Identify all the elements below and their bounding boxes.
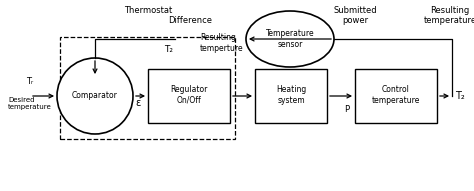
Text: Tᵣ: Tᵣ	[27, 77, 34, 86]
Circle shape	[57, 58, 133, 134]
Text: ε: ε	[135, 98, 141, 108]
Text: Desired
temperature: Desired temperature	[8, 96, 52, 109]
Text: Difference: Difference	[168, 16, 212, 25]
Text: Control
temperature: Control temperature	[372, 85, 420, 105]
Text: Comparator: Comparator	[72, 91, 118, 100]
Text: Heating
system: Heating system	[276, 85, 306, 105]
Text: Thermostat: Thermostat	[124, 6, 172, 15]
Text: Resulting
temperature: Resulting temperature	[423, 6, 474, 25]
Bar	[355, 69, 437, 123]
Bar	[60, 37, 235, 139]
Ellipse shape	[246, 11, 334, 67]
Text: P: P	[345, 104, 349, 113]
Bar	[255, 69, 327, 123]
Text: Regulator
On/Off: Regulator On/Off	[170, 85, 208, 105]
Text: Submitted
power: Submitted power	[333, 6, 377, 25]
Text: T₂: T₂	[164, 45, 173, 54]
Text: Resulting
temperture: Resulting temperture	[200, 33, 244, 53]
Text: Temperature
sensor: Temperature sensor	[266, 29, 314, 49]
Text: T₂: T₂	[455, 91, 465, 101]
Bar	[148, 69, 230, 123]
